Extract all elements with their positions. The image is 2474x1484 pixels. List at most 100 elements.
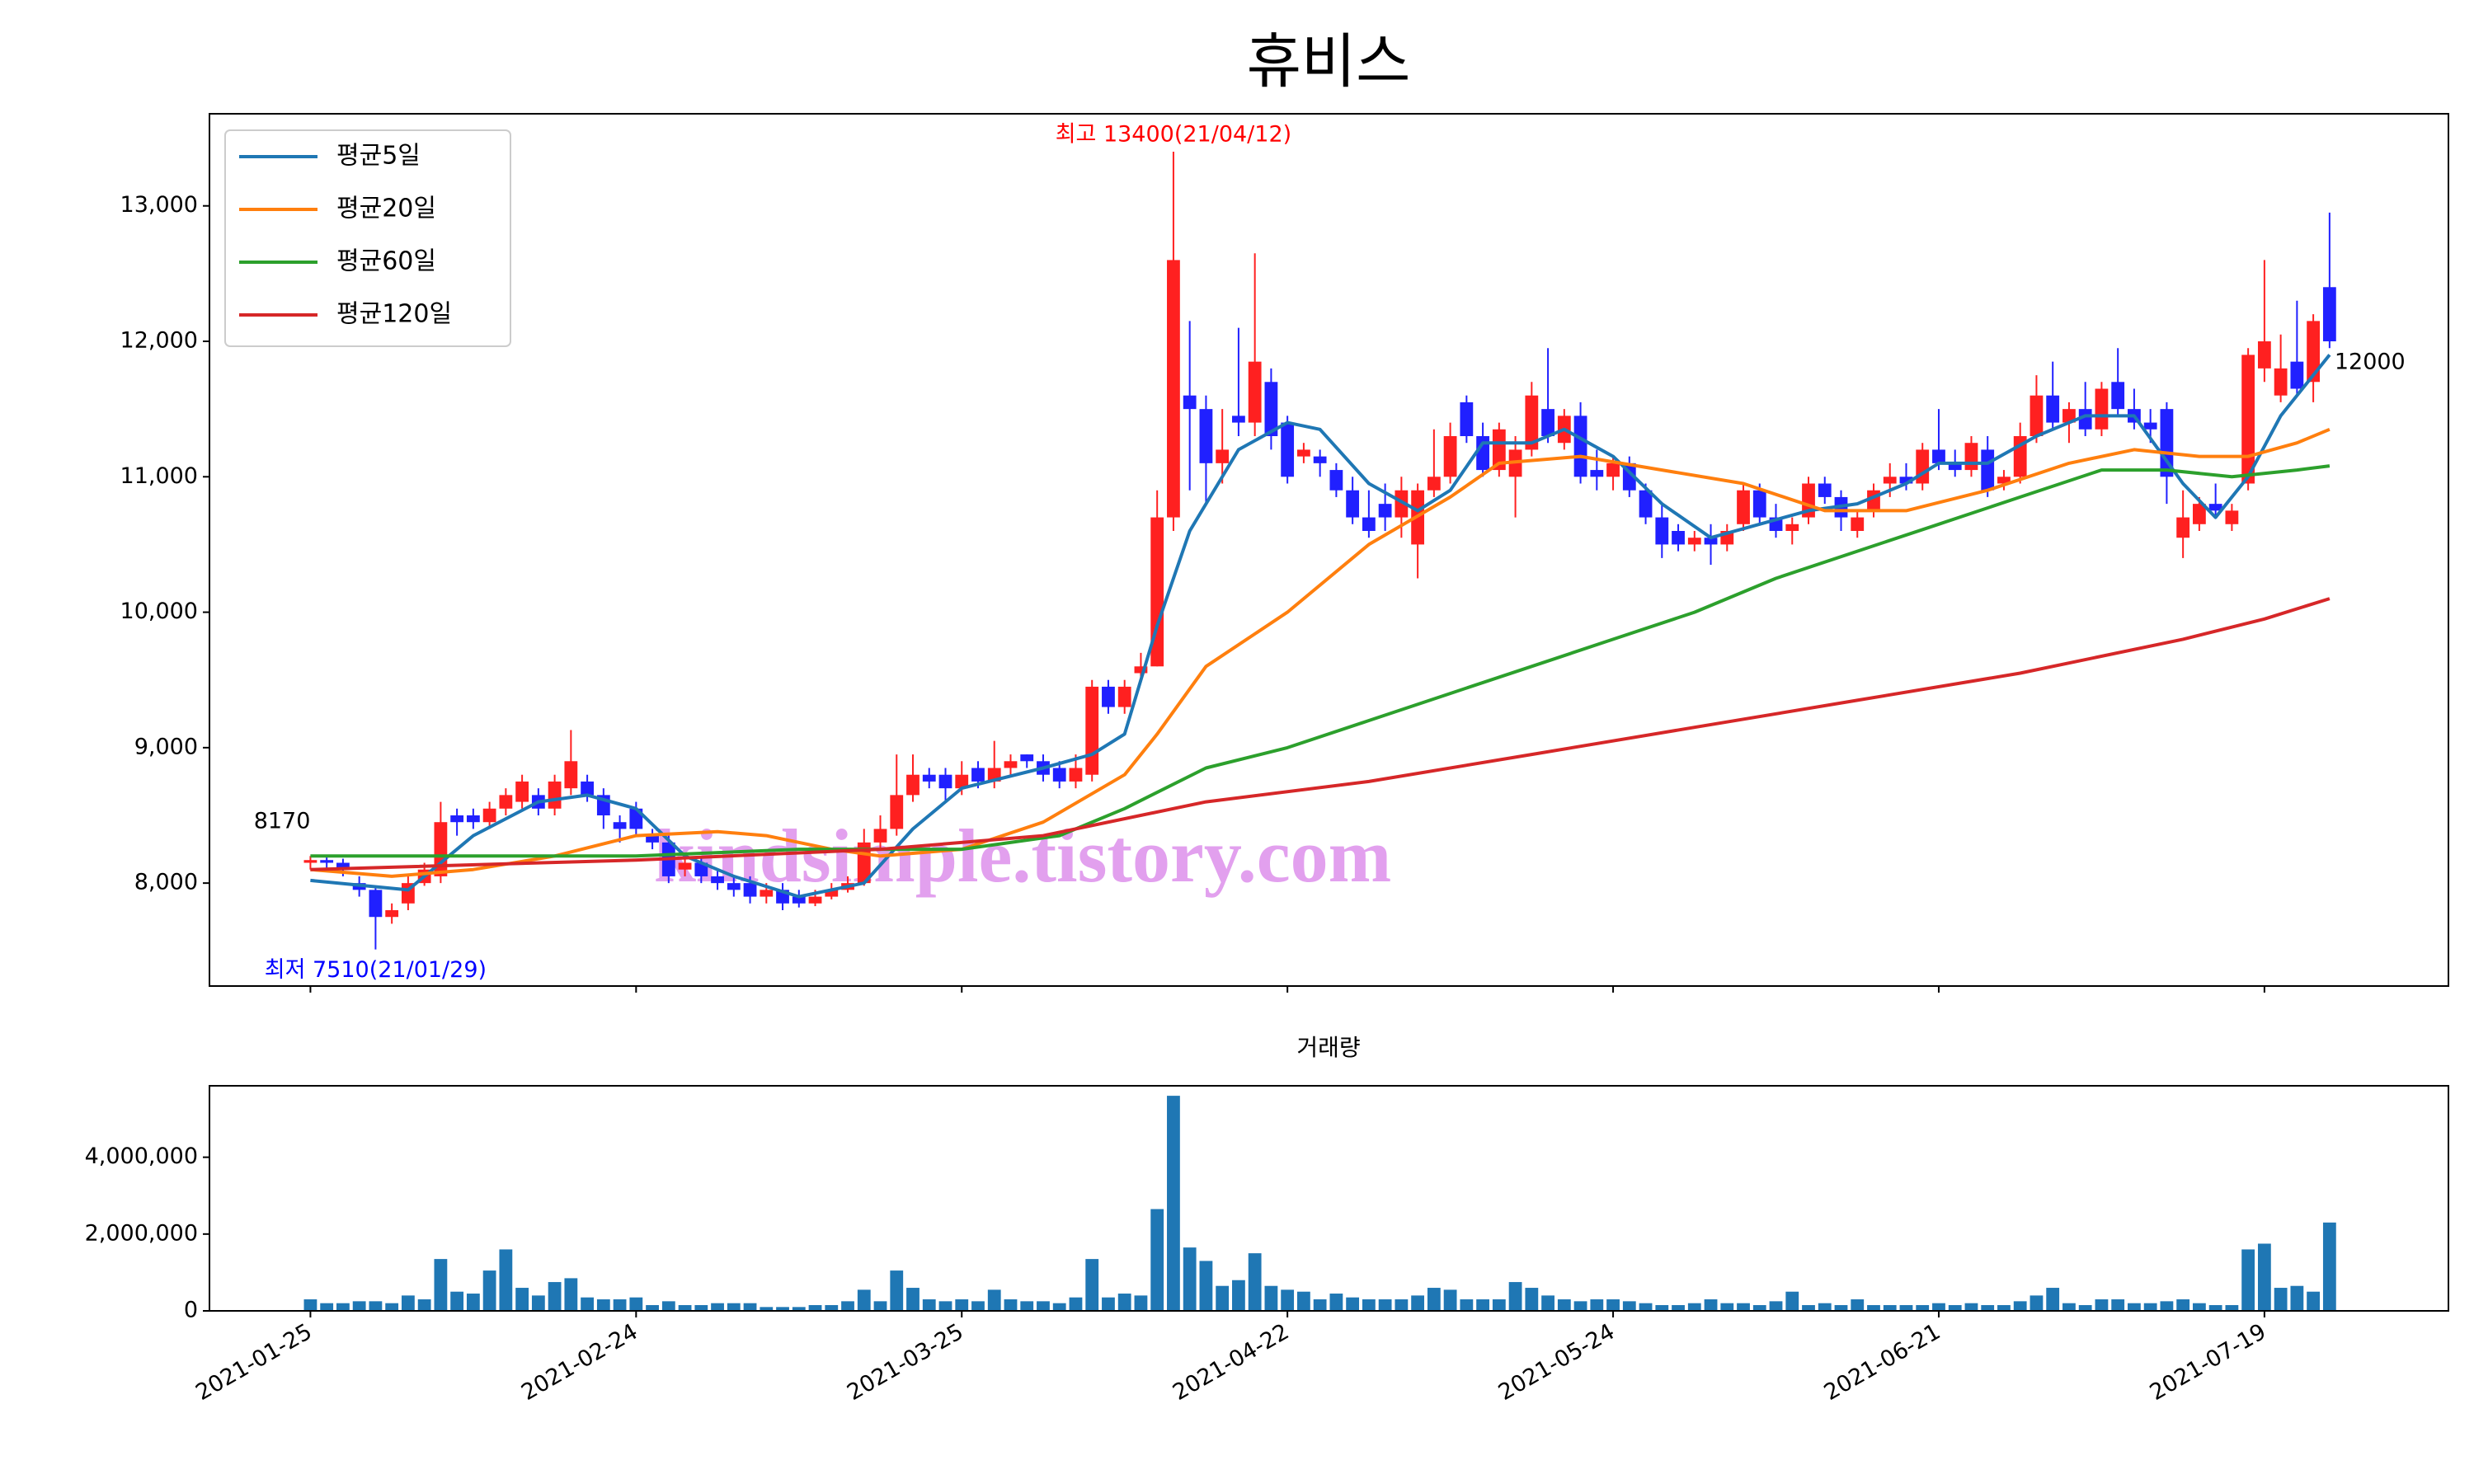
- y-tick-label: 2,000,000: [85, 1220, 198, 1246]
- volume-bar: [596, 1299, 610, 1311]
- candle-body: [906, 774, 920, 796]
- volume-bar: [841, 1301, 854, 1311]
- volume-bar: [1052, 1303, 1066, 1311]
- legend-box: [224, 129, 511, 347]
- volume-bar: [548, 1282, 562, 1311]
- volume-bar: [1117, 1294, 1131, 1311]
- volume-bar: [303, 1299, 317, 1311]
- candle-body: [434, 822, 448, 876]
- volume-bar: [629, 1297, 643, 1311]
- volume-bar: [1134, 1295, 1148, 1311]
- volume-bar: [2208, 1305, 2222, 1311]
- candle-body: [1476, 436, 1489, 471]
- candle-body: [1395, 490, 1409, 518]
- candle-body: [336, 862, 350, 870]
- volume-bar: [1590, 1299, 1604, 1311]
- candle-body: [1948, 463, 1962, 471]
- candle-body: [2030, 395, 2044, 436]
- candle-body: [1296, 449, 1310, 457]
- volume-bar: [1248, 1253, 1262, 1311]
- volume-bar: [1183, 1247, 1197, 1311]
- candle-body: [1492, 429, 1506, 471]
- candle-body: [1085, 686, 1099, 775]
- volume-bar: [1899, 1305, 1913, 1311]
- candle-body: [515, 781, 529, 802]
- low-annotation: 최저 7510(21/01/29): [265, 957, 487, 983]
- plot-frame: [209, 113, 2449, 987]
- volume-bar: [1883, 1305, 1897, 1311]
- volume-bar: [1508, 1282, 1522, 1311]
- volume-bar: [1752, 1305, 1766, 1311]
- candle-body: [2111, 382, 2125, 410]
- candle-body: [1590, 470, 1604, 477]
- volume-bar: [1769, 1301, 1783, 1311]
- candle-body: [1981, 449, 1995, 491]
- candle-body: [1525, 395, 1539, 450]
- volume-bar: [1622, 1301, 1636, 1311]
- volume-bar: [2111, 1299, 2125, 1311]
- volume-bar: [743, 1303, 757, 1311]
- candle-body: [581, 781, 594, 796]
- candle-body: [1460, 402, 1474, 436]
- candle-body: [1752, 490, 1766, 518]
- candle-body: [1427, 477, 1441, 491]
- volume-bar: [776, 1307, 789, 1311]
- volume-bar: [1672, 1305, 1685, 1311]
- volume-bar: [1818, 1303, 1832, 1311]
- volume-bar: [2274, 1288, 2288, 1311]
- plot-frame: [209, 1085, 2449, 1312]
- candle-body: [1183, 395, 1197, 410]
- y-tick-label: 9,000: [134, 734, 198, 759]
- candle-body: [2322, 287, 2336, 341]
- candle-body: [2307, 321, 2321, 383]
- y-tick-label: 11,000: [120, 463, 198, 489]
- volume-bar: [1346, 1297, 1360, 1311]
- candle-body: [1004, 761, 1018, 768]
- candle-body: [369, 890, 383, 918]
- candle-body: [320, 860, 334, 863]
- candle-body: [792, 896, 806, 904]
- candle-body: [482, 808, 496, 823]
- candle-body: [727, 883, 741, 890]
- volume-bar: [1264, 1285, 1278, 1311]
- candle-body: [613, 822, 627, 829]
- candle-body: [694, 862, 708, 876]
- candle-body: [1313, 456, 1327, 463]
- candle-body: [1199, 409, 1213, 463]
- volume-bar: [1851, 1299, 1865, 1311]
- volume-bar: [987, 1289, 1001, 1311]
- candle-body: [2143, 422, 2157, 430]
- candle-body: [890, 795, 904, 829]
- legend-label: 평균5일: [336, 142, 421, 171]
- candle-body: [938, 774, 952, 789]
- volume-bar: [2290, 1285, 2304, 1311]
- volume-bar: [792, 1307, 806, 1311]
- candle-body: [1134, 666, 1148, 674]
- volume-bar: [711, 1303, 724, 1311]
- volume-bar: [857, 1289, 871, 1311]
- volume-bar: [2030, 1295, 2044, 1311]
- volume-bar: [499, 1249, 513, 1311]
- candle-body: [873, 829, 887, 843]
- volume-bar: [1150, 1209, 1164, 1311]
- y-tick-label: 4,000,000: [85, 1144, 198, 1169]
- candle-body: [548, 781, 562, 809]
- candle-body: [971, 768, 985, 782]
- candle-body: [808, 896, 822, 904]
- y-tick-label: 12,000: [120, 328, 198, 354]
- volume-bar: [1997, 1305, 2011, 1311]
- volume-bar: [1981, 1305, 1995, 1311]
- y-tick-label: 10,000: [120, 599, 198, 624]
- first-value-label: 8170: [254, 809, 311, 834]
- candle-body: [2046, 395, 2060, 423]
- volume-bar: [971, 1301, 985, 1311]
- candle-body: [646, 835, 659, 843]
- candle-body: [1573, 416, 1587, 477]
- ma-line: [310, 464, 2331, 858]
- volume-bar: [564, 1278, 578, 1311]
- volume-bar: [1948, 1305, 1962, 1311]
- candle-body: [1052, 768, 1066, 782]
- volume-bar: [2225, 1305, 2239, 1311]
